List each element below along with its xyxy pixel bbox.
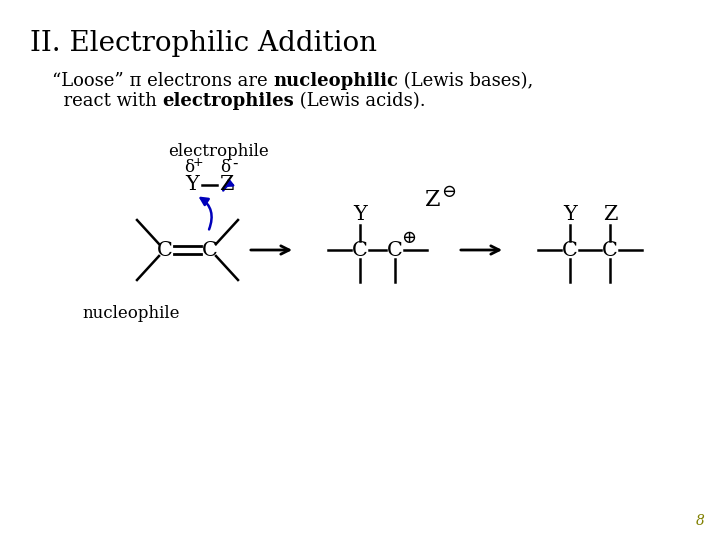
- Text: ⊖: ⊖: [441, 183, 456, 201]
- Text: C: C: [157, 240, 173, 260]
- Text: Z: Z: [426, 189, 441, 211]
- Text: Z: Z: [219, 176, 233, 194]
- Text: C: C: [387, 240, 403, 260]
- Text: II. Electrophilic Addition: II. Electrophilic Addition: [30, 30, 377, 57]
- Text: C: C: [202, 240, 218, 260]
- Text: C: C: [352, 240, 368, 260]
- Text: (Lewis acids).: (Lewis acids).: [294, 92, 426, 110]
- Text: nucleophilic: nucleophilic: [274, 72, 398, 90]
- Text: δ: δ: [220, 159, 230, 177]
- Text: +: +: [193, 157, 203, 170]
- Text: “Loose” π electrons are: “Loose” π electrons are: [52, 72, 274, 90]
- Text: Y: Y: [563, 206, 577, 225]
- Text: δ: δ: [184, 159, 194, 177]
- Text: ⊕: ⊕: [402, 229, 417, 247]
- Text: (Lewis bases),: (Lewis bases),: [398, 72, 534, 90]
- Text: -: -: [233, 156, 238, 171]
- Text: nucleophile: nucleophile: [82, 305, 179, 322]
- Text: Z: Z: [603, 206, 617, 225]
- Text: electrophiles: electrophiles: [163, 92, 294, 110]
- Text: C: C: [562, 240, 578, 260]
- Text: Y: Y: [185, 176, 199, 194]
- Text: Y: Y: [353, 206, 367, 225]
- Text: C: C: [602, 240, 618, 260]
- FancyArrowPatch shape: [201, 198, 212, 230]
- Text: electrophile: electrophile: [168, 143, 269, 160]
- Text: 8: 8: [696, 514, 705, 528]
- FancyArrowPatch shape: [223, 180, 233, 191]
- Text: react with: react with: [52, 92, 163, 110]
